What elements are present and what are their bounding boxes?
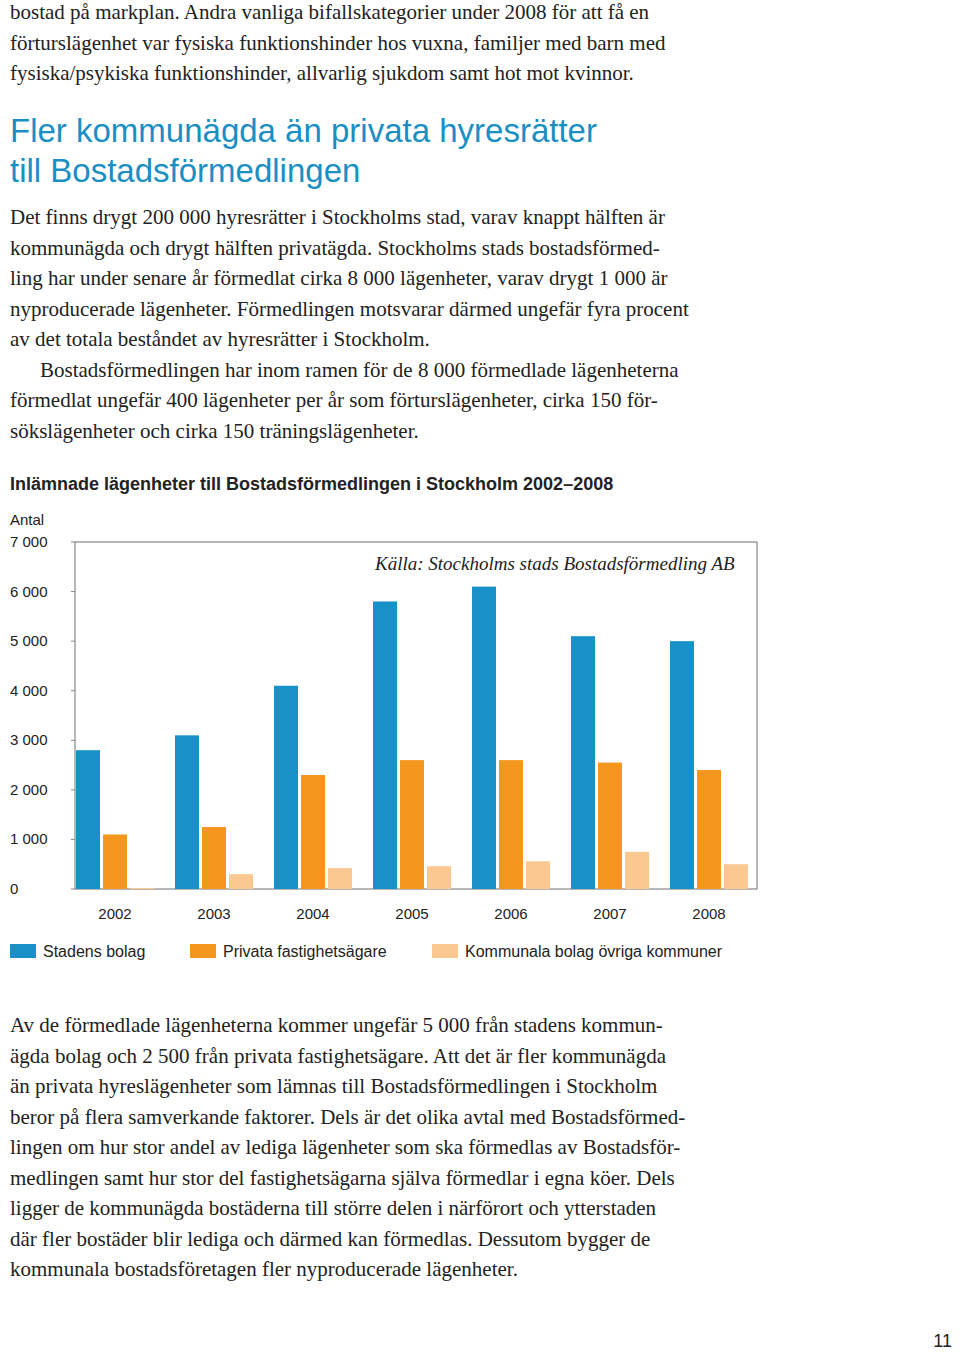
chart-title: Inlämnade lägenheter till Bostadsförmedl…: [10, 474, 613, 494]
text-line: än privata hyreslägenheter som lämnas ti…: [10, 1073, 657, 1099]
text-line: fysiska/psykiska funktionshinder, allvar…: [10, 60, 634, 86]
bar: [526, 861, 550, 889]
tick-label: 2 000: [10, 781, 48, 798]
text-line: förturslägenhet var fysiska funktionshin…: [10, 30, 666, 56]
bars: [76, 587, 748, 889]
tick: [71, 641, 75, 642]
text-line: kommunala bostadsföretagen fler nyproduc…: [10, 1256, 518, 1282]
bar: [76, 750, 100, 889]
text-line: ling har under senare år förmedlat cirka…: [10, 265, 667, 291]
tick-label: 3 000: [10, 731, 48, 748]
bar: [697, 770, 721, 889]
bar: [103, 834, 127, 889]
plot-frame: [75, 542, 757, 889]
tick: [71, 690, 75, 691]
category-label: 2002: [98, 905, 131, 922]
tick: [71, 542, 75, 543]
tick: [71, 839, 75, 840]
text-line: lingen om hur stor andel av lediga lägen…: [10, 1134, 680, 1160]
text-line: förmedlat ungefär 400 lägenheter per år …: [10, 387, 658, 413]
tick-label: 0: [10, 880, 18, 897]
heading: till Bostadsförmedlingen: [10, 151, 360, 191]
tick-label: 7 000: [10, 533, 48, 550]
bar: [373, 601, 397, 889]
bar: [571, 636, 595, 889]
legend-label: Privata fastighetsägare: [223, 943, 387, 960]
annotation: Källa: Stockholms stads Bostadsförmedlin…: [374, 553, 735, 574]
text-line: Av de förmedlade lägenheterna kommer ung…: [10, 1012, 663, 1038]
category-label: 2006: [494, 905, 527, 922]
bar: [229, 874, 253, 889]
tick-label: 6 000: [10, 583, 48, 600]
tick: [71, 889, 75, 890]
bar: [499, 760, 523, 889]
bar: [175, 735, 199, 889]
legend-label: Kommunala bolag övriga kommuner: [465, 943, 723, 960]
legend-swatch: [190, 944, 216, 958]
category-label: 2005: [395, 905, 428, 922]
bar: [670, 641, 694, 889]
category-label: 2003: [197, 905, 230, 922]
text-line: medlingen samt hur stor del fastighetsäg…: [10, 1165, 675, 1191]
page-number: 11: [933, 1328, 952, 1352]
text-line: Bostadsförmedlingen har inom ramen för d…: [40, 357, 679, 383]
bar: [724, 864, 748, 889]
bar: [598, 763, 622, 889]
text-line: där fler bostäder blir lediga och därmed…: [10, 1226, 650, 1252]
legend-label: Stadens bolag: [43, 943, 145, 960]
category-label: 2008: [692, 905, 725, 922]
tick: [71, 789, 75, 790]
text-line: bostad på markplan. Andra vanliga bifall…: [10, 0, 649, 25]
text-line: kommunägda och drygt hälften privatägda.…: [10, 235, 660, 261]
bar: [301, 775, 325, 889]
text-line: beror på flera samverkande faktorer. Del…: [10, 1104, 685, 1130]
bar: [472, 587, 496, 889]
category-label: 2004: [296, 905, 329, 922]
bar: [328, 868, 352, 889]
tick-label: 1 000: [10, 830, 48, 847]
tick-label: 5 000: [10, 632, 48, 649]
heading: Fler kommunägda än privata hyresrätter: [10, 111, 597, 151]
text-line: Det finns drygt 200 000 hyresrätter i St…: [10, 204, 665, 230]
text-line: ägda bolag och 2 500 från privata fastig…: [10, 1043, 666, 1069]
tick: [71, 740, 75, 741]
bar: [625, 852, 649, 889]
category-label: 2007: [593, 905, 626, 922]
text-line: sökslägenheter och cirka 150 träningsläg…: [10, 418, 419, 444]
bar: [400, 760, 424, 889]
chart: Inlämnade lägenheter till Bostadsförmedl…: [0, 0, 960, 1352]
bar: [427, 866, 451, 889]
tick-label: 4 000: [10, 682, 48, 699]
legend-swatch: [10, 944, 36, 958]
text-line: ligger de kommunägda bostäderna till stö…: [10, 1195, 656, 1221]
bar: [130, 888, 154, 889]
text-line: av det totala beståndet av hyresrätter i…: [10, 326, 430, 352]
bar: [202, 827, 226, 889]
axis-label: Antal: [10, 511, 44, 528]
bar: [274, 686, 298, 889]
legend-swatch: [432, 944, 458, 958]
text-line: nyproducerade lägenheter. Förmedlingen m…: [10, 296, 689, 322]
tick: [71, 591, 75, 592]
